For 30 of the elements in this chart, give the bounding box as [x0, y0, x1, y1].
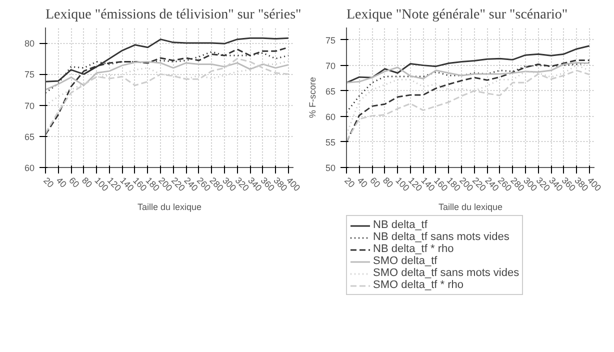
y-axis-title: % F-score: [307, 76, 318, 118]
legend-label: NB delta_tf: [373, 219, 428, 231]
y-tick-label: 55: [325, 137, 336, 148]
y-tick-label: 50: [325, 163, 336, 173]
y-tick-label: 75: [24, 70, 35, 80]
y-tick-label: 70: [325, 60, 336, 71]
x-tick-label: 80: [380, 175, 396, 190]
y-tick-label: 70: [24, 100, 35, 111]
x-tick-label: 40: [355, 175, 370, 190]
x-tick-label: 60: [368, 175, 382, 190]
x-tick-label: 40: [54, 175, 68, 190]
legend-label: SMO delta_tf * rho: [373, 279, 464, 291]
x-tick-label: 80: [80, 175, 94, 190]
y-tick-label: 80: [24, 38, 35, 49]
y-tick-label: 65: [24, 132, 35, 142]
x-axis-title: Taille du lexique: [438, 202, 503, 212]
x-axis-title: Taille du lexique: [137, 202, 202, 212]
chart-title: Lexique "émissions de télivision" sur "séries": [46, 8, 302, 22]
legend-label: NB delta_tf sans mots vides: [373, 231, 510, 243]
x-tick-label: 20: [342, 175, 357, 190]
x-tick-label: 20: [42, 175, 56, 190]
legend-label: NB delta_tf * rho: [373, 243, 454, 255]
y-tick-label: 60: [325, 112, 336, 122]
y-tick-label: 75: [325, 35, 336, 46]
y-tick-label: 65: [325, 86, 336, 96]
legend-label: SMO delta_tf: [373, 255, 438, 267]
y-tick-label: 60: [24, 163, 35, 173]
x-tick-label: 60: [67, 175, 82, 190]
legend-label: SMO delta_tf sans mots vides: [373, 267, 520, 279]
chart-title: Lexique "Note générale" sur "scénario": [346, 8, 568, 22]
